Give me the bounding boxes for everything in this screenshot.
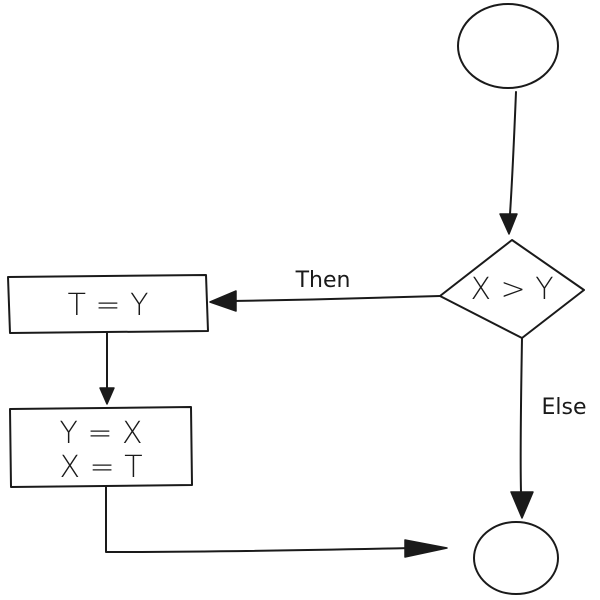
swap-to-end-line bbox=[105, 486, 413, 553]
decision-label: X > Y bbox=[470, 272, 553, 307]
swap-line2-label: X = T bbox=[59, 450, 142, 485]
then-edge-line bbox=[231, 295, 441, 302]
start-to-decision-arrowhead bbox=[499, 213, 518, 235]
then-edge-arrowhead bbox=[209, 290, 237, 312]
end-terminal bbox=[473, 521, 559, 595]
assign-t-box bbox=[7, 274, 209, 334]
start-terminal bbox=[457, 3, 559, 89]
else-edge-line bbox=[519, 337, 523, 493]
swap-line1-label: Y = X bbox=[59, 416, 142, 451]
then-label: Then bbox=[295, 268, 351, 293]
assign-to-swap-arrowhead bbox=[99, 387, 115, 405]
assign-t-label: T = Y bbox=[68, 288, 149, 323]
else-label: Else bbox=[541, 395, 586, 420]
swap-box bbox=[9, 406, 193, 488]
start-to-decision-line bbox=[508, 91, 517, 229]
else-edge-arrowhead bbox=[510, 491, 534, 519]
swap-to-end-arrowhead bbox=[404, 539, 448, 558]
